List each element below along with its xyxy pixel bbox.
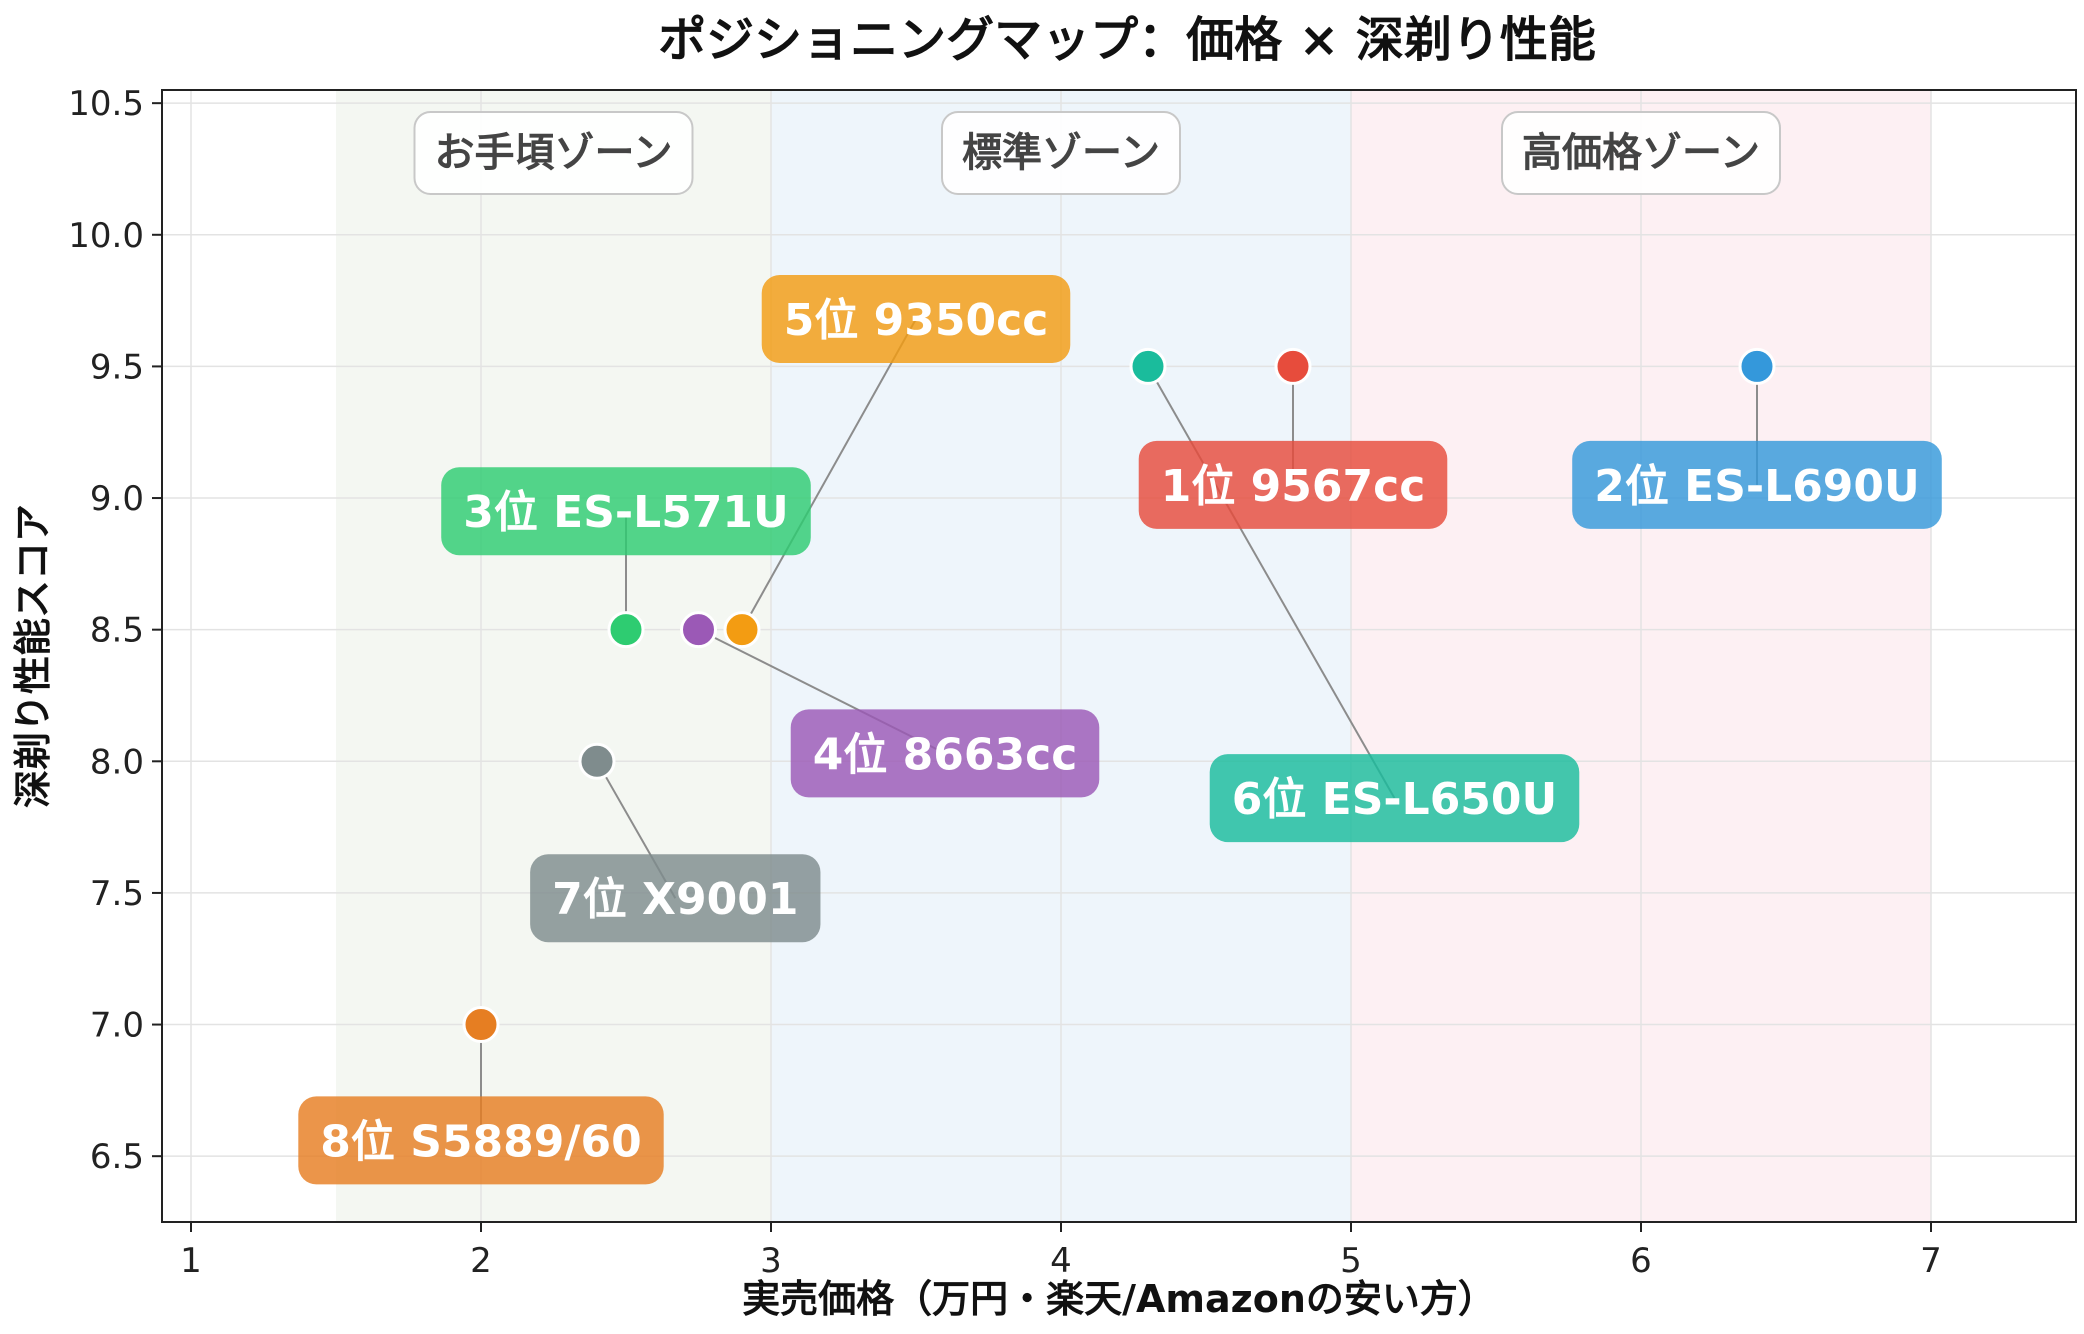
point-labels: 1位 9567cc 2位 ES-L690U 3位 ES-L571U 4位 8663cc… [298, 275, 1942, 1185]
x-axis-title: 実売価格（万円・楽天/Amazonの安い方） [742, 1277, 1496, 1321]
data-point [1274, 347, 1312, 385]
point-label-box [530, 854, 821, 943]
data-point [723, 611, 761, 649]
point-label: 2位 ES-L690U [1572, 440, 1942, 529]
x-tick-label: 7 [1920, 1241, 1942, 1281]
y-tick-label: 9.5 [90, 347, 144, 387]
zone-label: お手頃ゾーン [413, 111, 694, 195]
point-label: 8位 S5889/60 [298, 1096, 664, 1185]
zone-label: 標準ゾーン [941, 111, 1181, 195]
point-label-box [1138, 440, 1448, 529]
point-label-box [761, 275, 1071, 364]
y-tick-label: 9.0 [90, 479, 144, 519]
point-label-text: 5位 9350cc [784, 295, 1049, 346]
point-label: 6位 ES-L650U [1209, 754, 1580, 843]
zone-label-box [941, 111, 1181, 195]
point-label-box [441, 467, 811, 556]
leader-line [748, 318, 917, 617]
y-tick-label: 10.5 [68, 84, 144, 124]
y-tick-label: 7.0 [90, 1006, 144, 1046]
data-point [680, 611, 717, 649]
point-label: 5位 9350cc [761, 275, 1071, 364]
point-label-text: 1位 9567cc [1161, 461, 1426, 512]
point-label-box [298, 1096, 664, 1185]
zone-labels: お手頃ゾーン 標準ゾーン 高価格ゾーン [413, 111, 1781, 195]
y-tick-label: 8.0 [90, 742, 144, 782]
x-tick-label: 3 [760, 1241, 782, 1281]
zones-layer [336, 90, 1931, 1222]
x-tick-label: 6 [1630, 1241, 1652, 1281]
x-tick-label: 1 [180, 1241, 202, 1281]
y-axis-title: 深剃り性能スコア [11, 504, 55, 808]
x-tick-label: 5 [1340, 1241, 1362, 1281]
point-label-text: 8位 S5889/60 [320, 1116, 641, 1167]
x-tick-label: 2 [470, 1241, 492, 1281]
zone-label-box [1501, 111, 1781, 195]
data-point [578, 742, 616, 780]
y-tick-label: 7.5 [90, 874, 144, 914]
chart-title: ポジショニングマップ：価格 × 深剃り性能 [658, 12, 1596, 68]
point-label-text: 4位 8663cc [813, 729, 1078, 780]
data-point [1129, 347, 1167, 385]
zone-label-box [413, 111, 694, 195]
zone-label-text: お手頃ゾーン [435, 130, 673, 176]
point-label: 3位 ES-L571U [441, 467, 811, 556]
point-label-box [790, 709, 1100, 798]
point-label-box [1572, 440, 1942, 529]
x-tick-label: 4 [1050, 1241, 1072, 1281]
zone-label-text: 高価格ゾーン [1522, 130, 1760, 176]
point-label-text: 2位 ES-L690U [1594, 461, 1920, 512]
data-points [462, 347, 1776, 1044]
point-label: 7位 X9001 [530, 854, 821, 943]
data-point [462, 1006, 500, 1044]
zone-band [336, 90, 771, 1222]
plot-frame [161, 89, 2077, 1223]
point-label-box [1209, 754, 1580, 843]
point-label: 1位 9567cc [1138, 440, 1448, 529]
zone-label-text: 標準ゾーン [962, 130, 1160, 176]
data-point [607, 611, 645, 649]
y-tick-label: 6.5 [90, 1137, 144, 1177]
point-label-text: 6位 ES-L650U [1232, 774, 1558, 825]
point-label-text: 3位 ES-L571U [463, 487, 789, 538]
point-label-text: 7位 X9001 [552, 874, 798, 925]
point-label: 4位 8663cc [790, 709, 1100, 798]
y-tick-label: 10.0 [68, 216, 144, 256]
y-tick-label: 8.5 [90, 611, 144, 651]
data-point [1738, 347, 1776, 385]
axis-ticks: 1 2 3 4 5 6 7 6.5 7.0 7.5 8.0 8.5 9.0 9.5 10.0 10.5 [68, 84, 1942, 1281]
zone-label: 高価格ゾーン [1501, 111, 1781, 195]
